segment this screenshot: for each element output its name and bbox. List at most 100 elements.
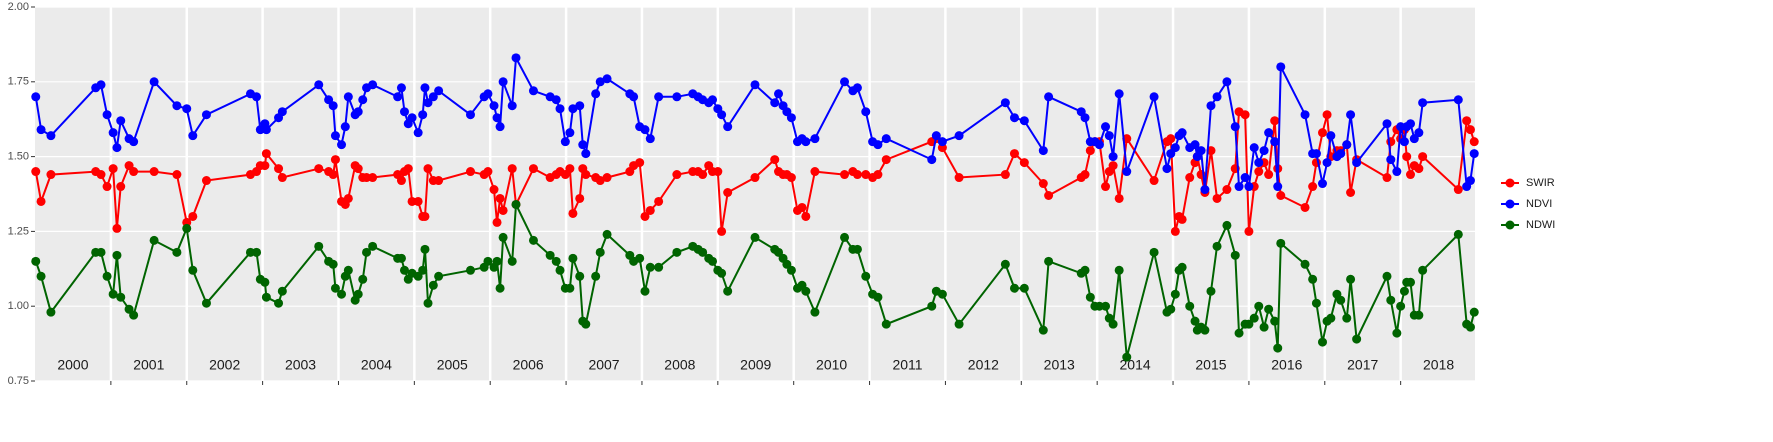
data-point xyxy=(340,122,350,132)
data-point xyxy=(252,92,262,102)
data-point xyxy=(581,149,591,159)
plot-panel xyxy=(35,7,1475,381)
data-point xyxy=(750,80,760,90)
year-label: 2012 xyxy=(968,357,999,373)
data-point xyxy=(1465,322,1475,332)
data-point xyxy=(201,176,211,186)
data-point xyxy=(343,193,353,203)
data-point xyxy=(418,265,428,275)
data-point xyxy=(575,271,585,281)
data-point xyxy=(713,167,723,177)
data-point xyxy=(1104,131,1114,141)
data-point xyxy=(116,292,126,302)
data-point xyxy=(465,265,475,275)
data-point xyxy=(1222,220,1232,230)
data-point xyxy=(396,83,406,93)
data-point xyxy=(1080,113,1090,123)
data-point xyxy=(96,170,106,180)
data-point xyxy=(1185,173,1195,183)
data-point xyxy=(1009,149,1019,159)
data-point xyxy=(328,259,338,269)
data-point xyxy=(1318,337,1328,347)
data-point xyxy=(149,77,159,87)
data-point xyxy=(723,286,733,296)
data-point xyxy=(1300,259,1310,269)
data-point xyxy=(434,271,444,281)
data-point xyxy=(1264,170,1274,180)
data-point xyxy=(1044,256,1054,266)
data-point xyxy=(595,77,605,87)
data-point xyxy=(116,182,126,192)
data-point xyxy=(277,107,287,117)
data-point xyxy=(1000,170,1010,180)
data-point xyxy=(852,83,862,93)
data-point xyxy=(1185,301,1195,311)
data-point xyxy=(927,301,937,311)
data-point xyxy=(1264,128,1274,138)
data-point xyxy=(495,283,505,293)
data-point xyxy=(1019,283,1029,293)
data-point xyxy=(46,131,56,141)
data-point xyxy=(149,167,159,177)
data-point xyxy=(1318,179,1328,189)
data-point xyxy=(602,74,612,84)
data-point xyxy=(314,241,324,251)
data-point xyxy=(717,226,727,236)
data-point xyxy=(840,232,850,242)
data-point xyxy=(102,182,112,192)
series xyxy=(31,107,1479,236)
year-label: 2017 xyxy=(1347,357,1378,373)
data-point xyxy=(1270,316,1280,326)
data-point xyxy=(1009,113,1019,123)
year-label: 2008 xyxy=(664,357,695,373)
data-point xyxy=(1038,179,1048,189)
data-point xyxy=(635,253,645,263)
data-point xyxy=(1469,149,1479,159)
data-point xyxy=(640,211,650,221)
data-point xyxy=(575,101,585,111)
data-point xyxy=(274,298,284,308)
data-point xyxy=(1254,167,1264,177)
data-point xyxy=(1352,334,1362,344)
data-point xyxy=(96,247,106,257)
data-point xyxy=(337,289,347,299)
data-point xyxy=(1399,137,1409,147)
data-point xyxy=(1101,301,1111,311)
data-point xyxy=(545,250,555,260)
data-point xyxy=(1346,274,1356,284)
data-point xyxy=(654,262,664,272)
data-point xyxy=(1166,134,1176,144)
data-point xyxy=(873,292,883,302)
y-tick-label: 1.50 xyxy=(8,151,29,163)
data-point xyxy=(399,107,409,117)
data-point xyxy=(1336,295,1346,305)
data-point xyxy=(873,170,883,180)
data-point xyxy=(672,92,682,102)
data-point xyxy=(1249,313,1259,323)
data-point xyxy=(1418,98,1428,108)
data-point xyxy=(568,208,578,218)
data-point xyxy=(1399,286,1409,296)
data-point xyxy=(810,307,820,317)
data-point xyxy=(954,319,964,329)
data-point xyxy=(1101,122,1111,132)
data-point xyxy=(358,95,368,105)
data-point xyxy=(1200,185,1210,195)
data-point xyxy=(645,205,655,215)
data-point xyxy=(1326,313,1336,323)
data-point xyxy=(314,164,324,174)
data-point xyxy=(1418,265,1428,275)
data-point xyxy=(1222,185,1232,195)
data-point xyxy=(112,223,122,233)
data-point xyxy=(1212,92,1222,102)
data-point xyxy=(511,199,521,209)
data-point xyxy=(492,256,502,266)
data-point xyxy=(1414,164,1424,174)
data-point xyxy=(595,176,605,186)
legend-label: NDVI xyxy=(1526,198,1552,210)
data-point xyxy=(1196,146,1206,156)
data-point xyxy=(551,95,561,105)
data-point xyxy=(1270,137,1280,147)
data-point xyxy=(330,155,340,165)
data-point xyxy=(1273,182,1283,192)
